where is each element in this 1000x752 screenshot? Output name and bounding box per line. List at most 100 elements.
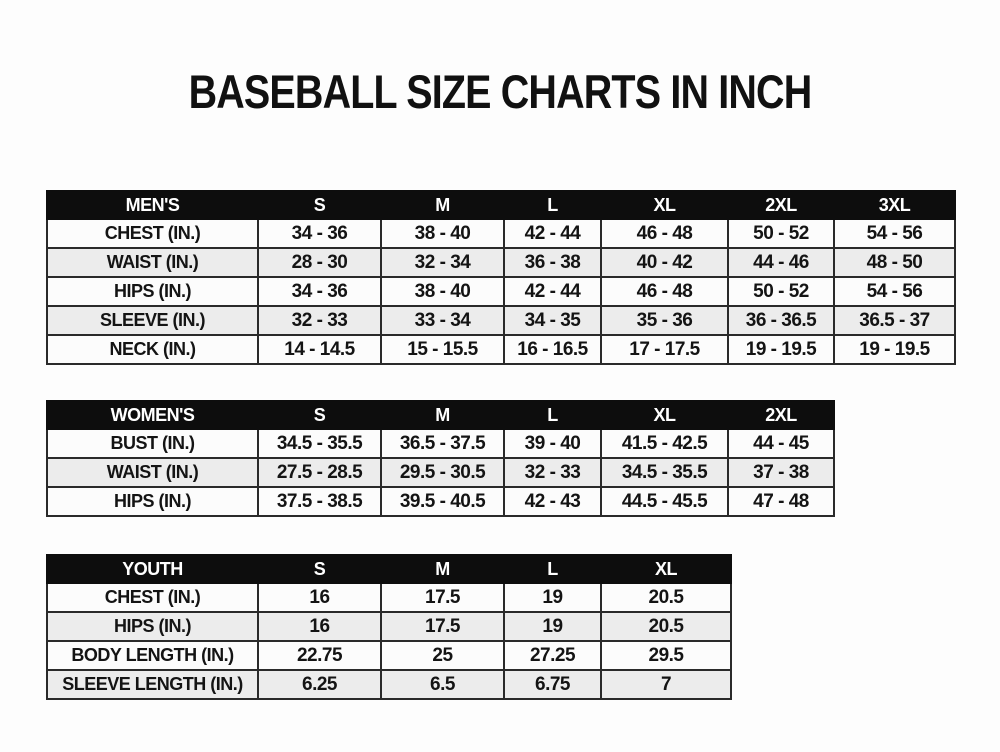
youth-size-table: YOUTH S M L XL CHEST (IN.) 16 17.5 19 20… [46, 554, 732, 700]
size-value: 22.75 [257, 640, 382, 671]
size-value: 34.5 - 35.5 [600, 457, 729, 488]
table-row-hips: HIPS (IN.) 37.5 - 38.5 39.5 - 40.5 42 - … [46, 486, 835, 517]
size-value: 27.25 [503, 640, 602, 671]
mens-header-label: MEN'S [46, 190, 259, 220]
size-value: 36 - 38 [503, 247, 602, 278]
size-value: 41.5 - 42.5 [600, 428, 729, 459]
size-value: 40 - 42 [600, 247, 729, 278]
size-value: 32 - 33 [503, 457, 602, 488]
column-header-l: L [503, 400, 602, 430]
mens-size-table: MEN'S S M L XL 2XL 3XL CHEST (IN.) 34 - … [46, 190, 956, 365]
size-value: 28 - 30 [257, 247, 382, 278]
column-header-s: S [257, 554, 382, 584]
column-header-xl: XL [600, 190, 729, 220]
size-value: 34 - 36 [257, 276, 382, 307]
table-row-body-length: BODY LENGTH (IN.) 22.75 25 27.25 29.5 [46, 640, 732, 671]
size-value: 47 - 48 [727, 486, 835, 517]
table-row-waist: WAIST (IN.) 28 - 30 32 - 34 36 - 38 40 -… [46, 247, 956, 278]
size-value: 16 [257, 582, 382, 613]
column-header-xl: XL [600, 400, 729, 430]
table-row-neck: NECK (IN.) 14 - 14.5 15 - 15.5 16 - 16.5… [46, 334, 956, 365]
size-value: 54 - 56 [833, 276, 956, 307]
size-value: 6.25 [257, 669, 382, 700]
size-value: 44 - 45 [727, 428, 835, 459]
row-label: HIPS (IN.) [46, 276, 259, 307]
row-label: WAIST (IN.) [46, 247, 259, 278]
size-value: 19 [503, 611, 602, 642]
size-value: 7 [600, 669, 732, 700]
table-row-waist: WAIST (IN.) 27.5 - 28.5 29.5 - 30.5 32 -… [46, 457, 835, 488]
size-value: 36.5 - 37 [833, 305, 956, 336]
womens-header-row: WOMEN'S S M L XL 2XL [46, 400, 835, 430]
row-label: BUST (IN.) [46, 428, 259, 459]
size-value: 44 - 46 [727, 247, 835, 278]
size-value: 32 - 33 [257, 305, 382, 336]
size-value: 19 - 19.5 [727, 334, 835, 365]
column-header-m: M [380, 400, 505, 430]
size-value: 17.5 [380, 582, 505, 613]
size-value: 34 - 36 [257, 218, 382, 249]
column-header-s: S [257, 190, 382, 220]
size-value: 17.5 [380, 611, 505, 642]
row-label: CHEST (IN.) [46, 218, 259, 249]
size-value: 20.5 [600, 611, 732, 642]
size-value: 50 - 52 [727, 276, 835, 307]
size-value: 37 - 38 [727, 457, 835, 488]
size-value: 46 - 48 [600, 276, 729, 307]
size-value: 16 [257, 611, 382, 642]
size-value: 35 - 36 [600, 305, 729, 336]
size-value: 44.5 - 45.5 [600, 486, 729, 517]
size-value: 34.5 - 35.5 [257, 428, 382, 459]
size-value: 34 - 35 [503, 305, 602, 336]
row-label: CHEST (IN.) [46, 582, 259, 613]
table-row-bust: BUST (IN.) 34.5 - 35.5 36.5 - 37.5 39 - … [46, 428, 835, 459]
youth-header-label: YOUTH [46, 554, 259, 584]
row-label: HIPS (IN.) [46, 611, 259, 642]
size-value: 46 - 48 [600, 218, 729, 249]
size-value: 17 - 17.5 [600, 334, 729, 365]
table-row-sleeve: SLEEVE (IN.) 32 - 33 33 - 34 34 - 35 35 … [46, 305, 956, 336]
column-header-l: L [503, 190, 602, 220]
size-value: 32 - 34 [380, 247, 505, 278]
size-value: 25 [380, 640, 505, 671]
row-label: SLEEVE (IN.) [46, 305, 259, 336]
column-header-l: L [503, 554, 602, 584]
column-header-2xl: 2XL [727, 400, 835, 430]
row-label: BODY LENGTH (IN.) [46, 640, 259, 671]
size-value: 19 [503, 582, 602, 613]
size-value: 42 - 44 [503, 276, 602, 307]
size-value: 29.5 [600, 640, 732, 671]
size-value: 16 - 16.5 [503, 334, 602, 365]
size-value: 27.5 - 28.5 [257, 457, 382, 488]
size-value: 6.5 [380, 669, 505, 700]
size-value: 39 - 40 [503, 428, 602, 459]
column-header-m: M [380, 190, 505, 220]
mens-header-row: MEN'S S M L XL 2XL 3XL [46, 190, 956, 220]
size-value: 20.5 [600, 582, 732, 613]
size-value: 38 - 40 [380, 276, 505, 307]
size-value: 33 - 34 [380, 305, 505, 336]
page-title: BASEBALL SIZE CHARTS IN INCH [188, 65, 813, 118]
table-row-sleeve-length: SLEEVE LENGTH (IN.) 6.25 6.5 6.75 7 [46, 669, 732, 700]
size-value: 42 - 44 [503, 218, 602, 249]
size-value: 36 - 36.5 [727, 305, 835, 336]
size-value: 38 - 40 [380, 218, 505, 249]
table-row-hips: HIPS (IN.) 34 - 36 38 - 40 42 - 44 46 - … [46, 276, 956, 307]
size-value: 15 - 15.5 [380, 334, 505, 365]
size-value: 39.5 - 40.5 [380, 486, 505, 517]
column-header-2xl: 2XL [727, 190, 835, 220]
table-row-hips: HIPS (IN.) 16 17.5 19 20.5 [46, 611, 732, 642]
row-label: NECK (IN.) [46, 334, 259, 365]
size-value: 54 - 56 [833, 218, 956, 249]
size-value: 14 - 14.5 [257, 334, 382, 365]
row-label: SLEEVE LENGTH (IN.) [46, 669, 259, 700]
column-header-3xl: 3XL [833, 190, 956, 220]
size-value: 29.5 - 30.5 [380, 457, 505, 488]
column-header-s: S [257, 400, 382, 430]
size-value: 19 - 19.5 [833, 334, 956, 365]
table-row-chest: CHEST (IN.) 34 - 36 38 - 40 42 - 44 46 -… [46, 218, 956, 249]
row-label: WAIST (IN.) [46, 457, 259, 488]
youth-header-row: YOUTH S M L XL [46, 554, 732, 584]
size-value: 48 - 50 [833, 247, 956, 278]
size-value: 42 - 43 [503, 486, 602, 517]
